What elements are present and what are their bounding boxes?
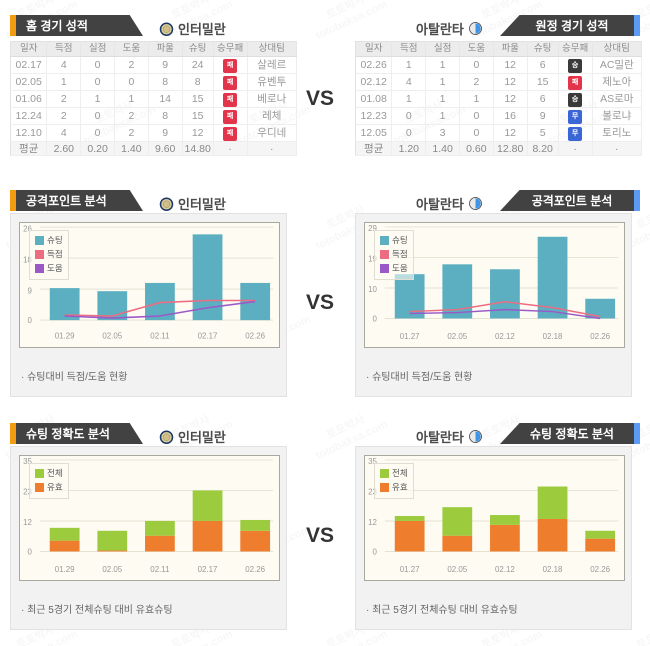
- svg-text:0: 0: [372, 547, 377, 556]
- svg-text:02.05: 02.05: [447, 565, 467, 574]
- svg-text:0: 0: [27, 316, 32, 325]
- svg-text:0: 0: [372, 314, 377, 323]
- svg-text:02.12: 02.12: [495, 565, 515, 574]
- svg-text:02.18: 02.18: [543, 332, 563, 341]
- svg-text:02.05: 02.05: [102, 565, 122, 574]
- svg-text:02.18: 02.18: [543, 565, 563, 574]
- svg-text:02.17: 02.17: [198, 332, 218, 341]
- svg-text:02.12: 02.12: [495, 332, 515, 341]
- svg-text:01.29: 01.29: [55, 565, 75, 574]
- svg-text:12: 12: [23, 518, 32, 527]
- svg-text:12: 12: [368, 518, 377, 527]
- svg-text:9: 9: [27, 286, 32, 295]
- svg-text:02.11: 02.11: [150, 565, 169, 574]
- svg-text:02.05: 02.05: [102, 332, 122, 341]
- svg-text:01.27: 01.27: [400, 565, 420, 574]
- svg-text:02.26: 02.26: [245, 332, 265, 341]
- svg-text:10: 10: [368, 285, 377, 294]
- svg-text:02.05: 02.05: [447, 332, 467, 341]
- svg-text:0: 0: [27, 547, 32, 556]
- svg-text:02.26: 02.26: [590, 332, 610, 341]
- svg-text:01.27: 01.27: [400, 332, 420, 341]
- svg-text:02.11: 02.11: [150, 332, 170, 341]
- svg-text:02.17: 02.17: [198, 565, 218, 574]
- svg-text:02.26: 02.26: [590, 565, 610, 574]
- svg-text:02.26: 02.26: [245, 565, 265, 574]
- svg-text:01.29: 01.29: [55, 332, 75, 341]
